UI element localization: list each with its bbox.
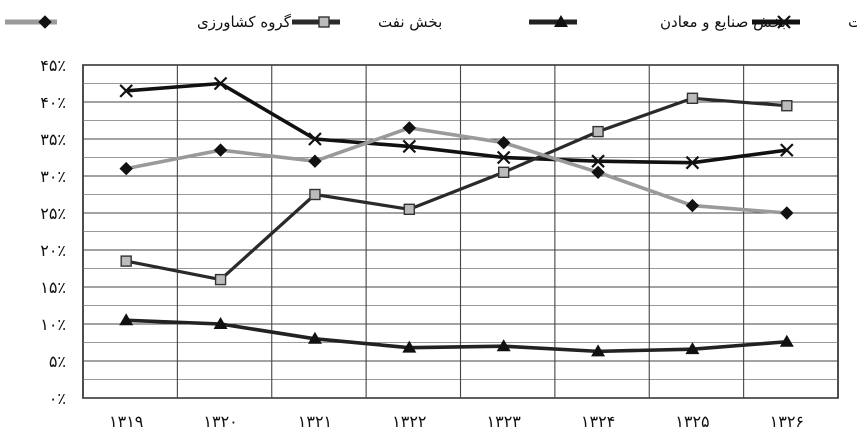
legend-marker-diamond <box>38 15 52 29</box>
data-point-square <box>309 188 321 201</box>
axes: ۰٪ ۵٪ ۱۰٪ ۱۵٪ ۲۰٪ ۲۵٪ ۳۰٪ ۳۵٪ ۴۰٪ ۴۵٪ ۱۳۱۹ ۱۳۲۰ ۱۳۲۱… <box>40 56 804 430</box>
data-point-x <box>402 139 417 154</box>
x-tick-label: ۱۳۲۶ <box>770 412 804 430</box>
x-tick-label: ۱۳۲۴ <box>581 412 615 430</box>
y-tick-label: ۴۰٪ <box>40 93 66 112</box>
legend-item: بخش نفت <box>292 13 442 31</box>
data-point-square <box>686 92 699 105</box>
y-tick-label: ۴۵٪ <box>40 56 66 75</box>
legend-label: بخش صنایع و معادن <box>660 13 786 31</box>
data-point-diamond <box>591 165 605 180</box>
x-tick-label: ۱۳۲۰ <box>203 412 237 430</box>
data-point-x-stroke <box>591 154 605 168</box>
series-line <box>125 126 787 215</box>
data-point-square <box>120 255 132 267</box>
data-point-diamond <box>213 143 228 157</box>
legend-marker-triangle <box>554 15 568 27</box>
data-point-triangle <box>685 342 700 355</box>
data-point-diamond <box>308 154 322 168</box>
legend-item: بخش خدمات <box>752 13 857 31</box>
data-point-x-stroke <box>308 132 322 146</box>
data-point-x-stroke <box>685 155 700 170</box>
data-point-triangle <box>591 344 606 357</box>
x-tick-label: ۱۳۲۱ <box>298 412 332 430</box>
y-tick-label: ۳۵٪ <box>40 130 66 149</box>
data-point-x <box>685 155 700 170</box>
data-point-diamond <box>496 135 511 150</box>
legend-marker-square <box>318 16 330 28</box>
data-point-square <box>592 125 604 138</box>
data-point-triangle <box>213 317 228 329</box>
y-tick-label: ۰٪ <box>49 389 66 408</box>
data-point-x <box>213 76 228 91</box>
legend-label: گروه کشاورزی <box>197 13 292 31</box>
y-tick-label: ۲۵٪ <box>40 204 66 223</box>
data-point-triangle <box>402 340 417 353</box>
data-point-x-stroke <box>496 150 511 165</box>
series-line <box>126 318 787 354</box>
x-tick-label: ۱۳۲۳ <box>487 412 522 430</box>
legend: بخش خدمات بخش صنایع و معادن بخش نفت گروه کش… <box>5 13 857 31</box>
y-tick-label: ۱۵٪ <box>40 278 66 297</box>
legend-item: گروه کشاورزی <box>5 13 292 31</box>
legend-marker-x-stroke <box>777 15 791 29</box>
series-lines <box>119 76 794 357</box>
series-line <box>126 81 788 165</box>
y-tick-label: ۱۰٪ <box>40 315 66 334</box>
y-tick-label: ۲۰٪ <box>40 241 66 260</box>
grid <box>82 64 839 399</box>
data-point-x <box>496 150 511 165</box>
data-point-square <box>781 99 793 112</box>
data-point-square <box>497 166 510 179</box>
data-point-x-stroke <box>402 139 417 154</box>
y-tick-label: ۳۰٪ <box>40 167 66 186</box>
legend-label: بخش خدمات <box>848 13 857 31</box>
data-point-diamond <box>685 198 700 213</box>
data-point-triangle <box>496 339 511 352</box>
data-point-diamond <box>402 121 417 135</box>
legend-marker-x <box>777 15 791 29</box>
legend-item: بخش صنایع و معادن <box>529 13 786 31</box>
x-tick-label: ۱۳۱۹ <box>109 412 143 430</box>
x-tick-label: ۱۳۲۲ <box>392 412 426 430</box>
x-tick-label: ۱۳۲۵ <box>675 412 709 430</box>
series-line <box>125 96 787 282</box>
data-point-triangle <box>779 334 794 347</box>
data-point-x-stroke <box>780 143 794 157</box>
data-point-x <box>591 154 605 168</box>
data-point-square <box>214 273 227 286</box>
data-point-triangle <box>307 331 322 344</box>
data-point-x <box>780 143 794 157</box>
data-point-x-stroke <box>213 76 228 91</box>
data-point-x <box>119 84 133 98</box>
legend-label: بخش نفت <box>378 13 442 31</box>
data-point-triangle <box>119 313 134 326</box>
data-point-x <box>308 132 322 146</box>
data-point-x-stroke <box>119 84 133 98</box>
data-point-diamond <box>119 161 133 176</box>
data-point-diamond <box>780 206 794 220</box>
y-tick-label: ۵٪ <box>49 352 66 371</box>
data-point-square <box>403 203 416 216</box>
